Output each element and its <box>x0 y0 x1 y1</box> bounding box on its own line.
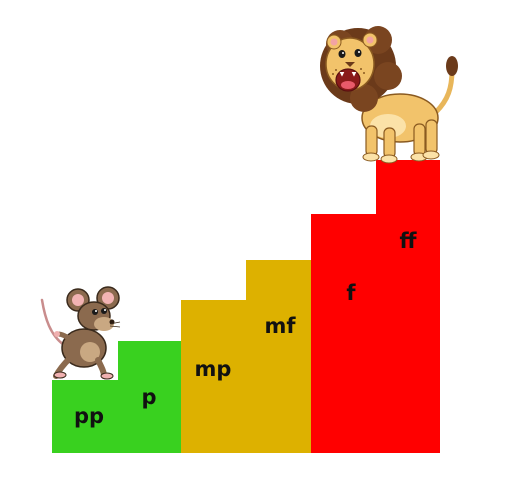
step-pp <box>52 380 118 453</box>
label-mf: mf <box>264 314 296 338</box>
step-p <box>118 341 181 453</box>
staircase <box>52 160 440 453</box>
step-ff <box>376 160 440 453</box>
dynamic-labels: pp p mp mf f ff <box>74 229 418 428</box>
step-f <box>311 214 377 453</box>
label-pp: pp <box>74 404 104 428</box>
lion-illustration <box>320 26 458 164</box>
mouse-illustration <box>40 286 121 380</box>
label-f: f <box>346 281 356 305</box>
step-mp <box>181 300 247 453</box>
label-ff: ff <box>399 229 417 253</box>
step-mf <box>246 260 312 453</box>
label-p: p <box>141 385 156 409</box>
label-mp: mp <box>195 357 232 381</box>
